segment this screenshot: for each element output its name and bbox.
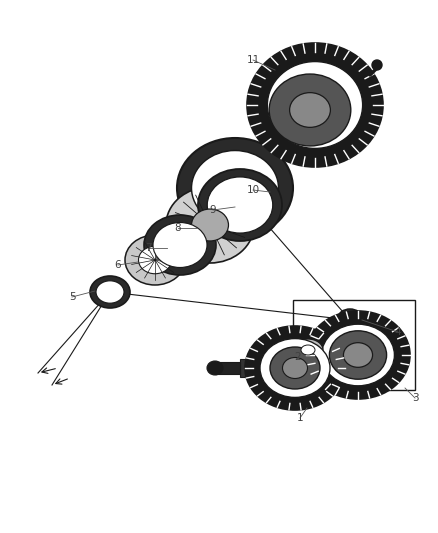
Ellipse shape bbox=[191, 209, 229, 241]
Ellipse shape bbox=[138, 246, 172, 274]
Ellipse shape bbox=[166, 187, 254, 263]
Ellipse shape bbox=[342, 312, 358, 324]
Text: 4: 4 bbox=[395, 327, 401, 337]
Polygon shape bbox=[240, 359, 245, 377]
Text: 8: 8 bbox=[175, 223, 181, 233]
Text: 6: 6 bbox=[115, 260, 121, 270]
Text: 9: 9 bbox=[210, 205, 216, 215]
Ellipse shape bbox=[177, 138, 293, 238]
Ellipse shape bbox=[306, 311, 410, 399]
Ellipse shape bbox=[268, 62, 363, 148]
Polygon shape bbox=[271, 349, 278, 361]
Polygon shape bbox=[215, 362, 240, 374]
Ellipse shape bbox=[269, 74, 351, 146]
Ellipse shape bbox=[245, 326, 345, 410]
Ellipse shape bbox=[301, 345, 315, 355]
Ellipse shape bbox=[207, 361, 223, 375]
Text: 7: 7 bbox=[145, 243, 151, 253]
Ellipse shape bbox=[283, 358, 307, 378]
Ellipse shape bbox=[153, 222, 207, 268]
Ellipse shape bbox=[144, 215, 216, 275]
Ellipse shape bbox=[270, 347, 320, 389]
Text: 10: 10 bbox=[247, 185, 260, 195]
Ellipse shape bbox=[260, 338, 330, 398]
Ellipse shape bbox=[343, 343, 373, 367]
Text: 5: 5 bbox=[69, 292, 75, 302]
Ellipse shape bbox=[198, 169, 282, 241]
Ellipse shape bbox=[247, 43, 383, 167]
Ellipse shape bbox=[207, 177, 273, 233]
Ellipse shape bbox=[191, 150, 279, 225]
Text: 2: 2 bbox=[295, 352, 301, 362]
Ellipse shape bbox=[329, 331, 387, 379]
Polygon shape bbox=[278, 345, 306, 365]
Ellipse shape bbox=[290, 93, 330, 127]
Ellipse shape bbox=[372, 60, 382, 70]
Ellipse shape bbox=[125, 235, 185, 285]
Text: 11: 11 bbox=[246, 55, 260, 65]
Ellipse shape bbox=[321, 324, 394, 386]
Text: 1: 1 bbox=[297, 413, 303, 423]
Ellipse shape bbox=[293, 339, 323, 361]
Ellipse shape bbox=[96, 281, 124, 303]
Ellipse shape bbox=[90, 276, 130, 308]
Ellipse shape bbox=[338, 309, 362, 327]
Text: 3: 3 bbox=[412, 393, 418, 403]
